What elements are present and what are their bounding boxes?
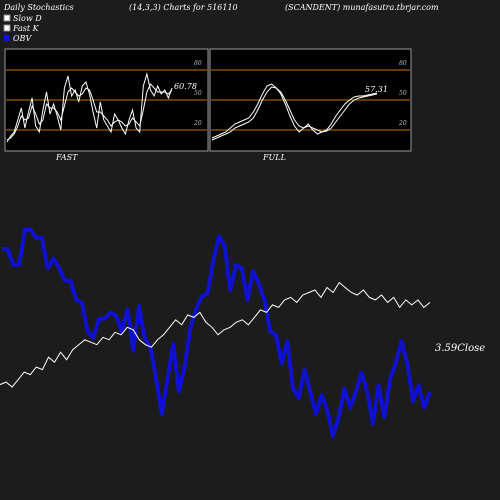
fast-tick-80: 80	[194, 60, 202, 67]
header-left: Daily Stochastics	[3, 3, 74, 12]
legend-swatch-slow-d	[3, 14, 11, 22]
obv-series-line	[2, 228, 432, 439]
legend-label-fast-k: Fast K	[12, 24, 40, 33]
fast-d-line	[6, 83, 173, 141]
full-stochastic-panel: 80 50 20 57.31	[209, 48, 412, 152]
obv-last-value-label: 3.59Close	[435, 343, 485, 354]
fast-caption: FAST	[55, 153, 78, 162]
full-tick-20: 20	[398, 120, 407, 127]
legend-swatch-fast-k	[3, 24, 11, 32]
full-k-line	[211, 83, 378, 139]
obv-price-panel: 3.59Close	[0, 228, 485, 439]
full-d-line	[211, 86, 378, 141]
obv-close-label: Close	[457, 343, 485, 354]
full-caption: FULL	[262, 153, 286, 162]
fast-stochastic-panel: 80 50 20 60.78	[4, 48, 209, 152]
fast-tick-50: 50	[194, 90, 202, 97]
legend: Slow D Fast K OBV	[3, 14, 42, 43]
fast-k-line	[6, 72, 173, 143]
legend-swatch-obv	[4, 35, 10, 41]
header-middle: (14,3,3) Charts for 516110	[129, 3, 238, 12]
full-last-value: 57.31	[365, 85, 388, 94]
obv-last-value: 3.59	[435, 343, 458, 354]
fast-last-value: 60.78	[174, 82, 197, 91]
legend-label-slow-d: Slow D	[13, 14, 42, 23]
legend-label-obv: OBV	[13, 34, 32, 43]
full-tick-80: 80	[399, 60, 407, 67]
full-tick-50: 50	[399, 90, 407, 97]
price-series-line	[0, 281, 431, 388]
fast-tick-20: 20	[193, 120, 202, 127]
header-right: (SCANDENT) munafasutra.tbrjar.com	[285, 3, 439, 12]
